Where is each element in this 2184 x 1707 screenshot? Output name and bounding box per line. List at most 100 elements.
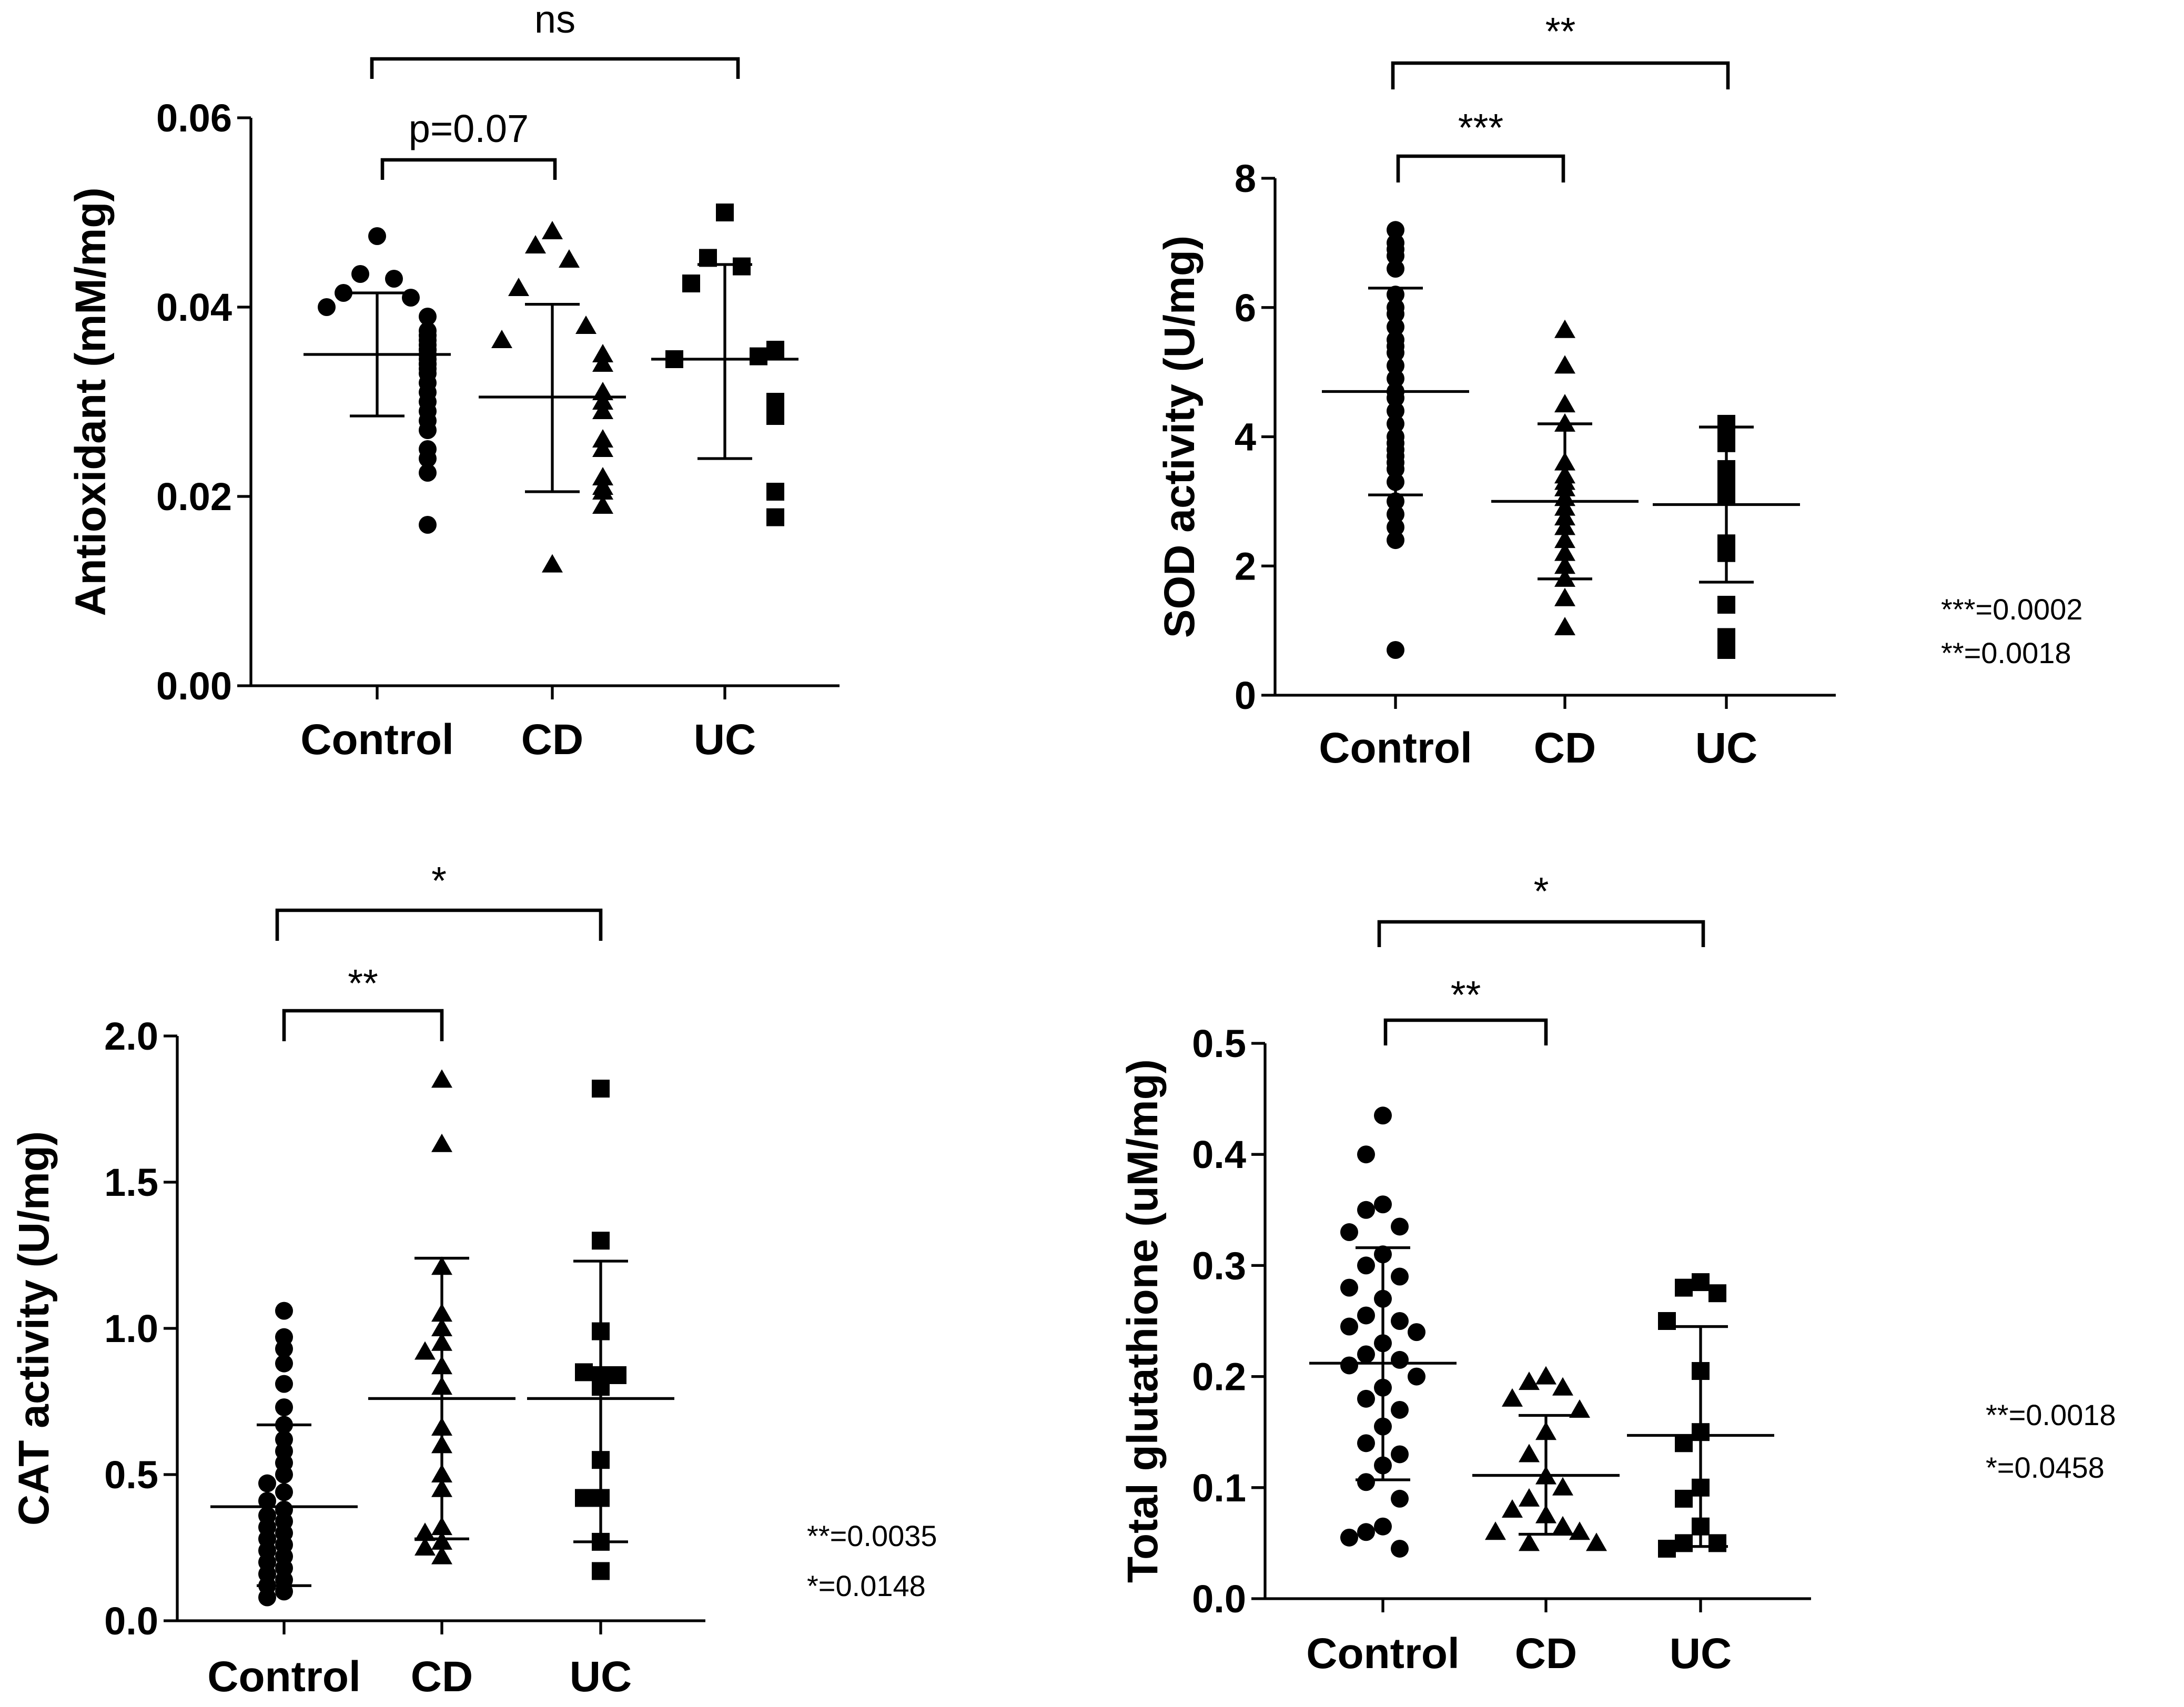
chart-panel-1: 0.00 0.02 0.04 0.06 Control CD UC Antioxidant (…: [67, 0, 840, 764]
data-point-cd: [1554, 394, 1575, 413]
data-point-uc: [1708, 1534, 1726, 1552]
data-point-control: [1391, 1489, 1409, 1508]
data-point-uc: [733, 257, 751, 276]
data-point-cd: [1519, 1371, 1540, 1390]
data-point-cd: [1552, 1477, 1573, 1496]
data-point-uc: [575, 1363, 593, 1381]
y-tick-label: 1.5: [104, 1161, 158, 1204]
x-tick-label-uc: UC: [694, 716, 756, 764]
data-point-cd: [592, 344, 613, 362]
data-point-uc: [1658, 1312, 1676, 1330]
data-point-control: [1357, 1434, 1375, 1452]
p-value-note: **=0.0018: [1941, 636, 2071, 669]
x-tick-label-control: Control: [1306, 1630, 1459, 1678]
data-point-cd: [542, 221, 563, 239]
chart-panel-3: 0.0 0.5 1.0 1.5 2.0 Control CD UC CAT activity (…: [10, 859, 937, 1701]
x-tick-label-control: Control: [207, 1653, 360, 1701]
data-point-cd: [592, 495, 613, 514]
x-tick-label-control: Control: [1319, 724, 1472, 772]
y-tick-label: 0.3: [1192, 1244, 1246, 1287]
data-point-uc: [1675, 1434, 1693, 1452]
data-point-control: [1391, 1539, 1409, 1558]
data-point-control: [1391, 1400, 1409, 1419]
data-point-control: [1387, 221, 1404, 239]
significance-label: p=0.07: [409, 107, 529, 150]
significance-label: *: [431, 859, 447, 902]
data-point-cd: [1519, 1488, 1540, 1507]
significance-bracket: [380, 158, 557, 180]
data-point-control: [351, 265, 369, 283]
data-point-cd: [431, 1531, 452, 1550]
data-point-uc: [766, 341, 784, 359]
y-tick-label: 1.0: [104, 1307, 158, 1350]
data-point-cd: [1554, 355, 1575, 374]
data-point-control: [1357, 1523, 1375, 1541]
data-point-control: [1340, 1278, 1358, 1297]
data-point-cd: [491, 330, 512, 348]
significance-label: **: [1451, 973, 1481, 1017]
data-point-cd: [431, 1546, 452, 1564]
x-tick-label-control: Control: [300, 716, 453, 764]
data-point-control: [318, 298, 336, 316]
x-tick-label-cd: CD: [1534, 724, 1596, 772]
p-value-note: **=0.0018: [1986, 1398, 2116, 1431]
data-point-control: [1357, 1389, 1375, 1408]
data-point-control: [275, 1354, 293, 1373]
data-point-uc: [592, 1562, 610, 1580]
significance-bracket: [1396, 154, 1565, 182]
data-point-control: [1391, 1267, 1409, 1286]
p-value-note: **=0.0035: [807, 1519, 937, 1552]
data-point-control: [258, 1474, 276, 1492]
data-point-control: [1387, 641, 1404, 659]
data-point-control: [1357, 1145, 1375, 1164]
data-point-cd: [1485, 1521, 1506, 1540]
data-point-control: [1340, 1356, 1358, 1375]
y-tick-label: 0.0: [104, 1599, 158, 1643]
data-point-cd: [592, 401, 613, 419]
data-point-cd: [1554, 587, 1575, 606]
data-point-control: [1340, 1223, 1358, 1242]
data-point-control: [1340, 1317, 1358, 1336]
p-value-note: *=0.0148: [807, 1569, 926, 1602]
data-point-uc: [766, 483, 784, 501]
y-axis-title: Antioxidant (mM/mg): [67, 187, 115, 616]
data-point-control: [1357, 1345, 1375, 1364]
data-point-cd: [1554, 319, 1575, 338]
data-point-cd: [1552, 1377, 1573, 1396]
data-point-cd: [414, 1537, 436, 1556]
y-tick-label: 0.02: [156, 475, 232, 519]
data-point-cd: [1569, 1399, 1590, 1418]
y-tick-label: 0.06: [156, 96, 232, 140]
data-point-uc: [766, 407, 784, 425]
x-tick-label-uc: UC: [1670, 1630, 1732, 1678]
data-point-control: [1387, 260, 1404, 278]
data-point-control: [1357, 1256, 1375, 1275]
significance-label: ns: [534, 0, 575, 41]
data-point-cd: [542, 554, 563, 573]
data-point-uc: [682, 275, 700, 292]
data-point-control: [275, 1375, 293, 1393]
data-point-cd: [431, 1069, 452, 1088]
x-tick-label-uc: UC: [570, 1653, 632, 1701]
significance-label: ***: [1458, 106, 1503, 149]
y-tick-label: 4: [1235, 415, 1256, 459]
p-value-note: ***=0.0002: [1941, 593, 2082, 626]
data-point-control: [1387, 531, 1404, 550]
significance-bracket: [1383, 1018, 1548, 1045]
x-tick-label-uc: UC: [1695, 724, 1757, 772]
y-tick-label: 0.4: [1192, 1133, 1246, 1176]
significance-bracket: [1391, 61, 1730, 89]
y-tick-label: 2.0: [104, 1014, 158, 1058]
data-point-cd: [575, 316, 596, 334]
data-point-uc: [1675, 1534, 1693, 1552]
y-tick-label: 0.5: [1192, 1022, 1246, 1065]
y-axis-title: CAT activity (U/mg): [10, 1131, 58, 1526]
data-point-control: [335, 284, 352, 302]
data-point-uc: [716, 204, 734, 221]
data-point-cd: [414, 1522, 436, 1541]
y-tick-label: 0.00: [156, 664, 232, 708]
data-point-control: [1391, 1445, 1409, 1464]
y-tick-label: 0.0: [1192, 1577, 1246, 1621]
